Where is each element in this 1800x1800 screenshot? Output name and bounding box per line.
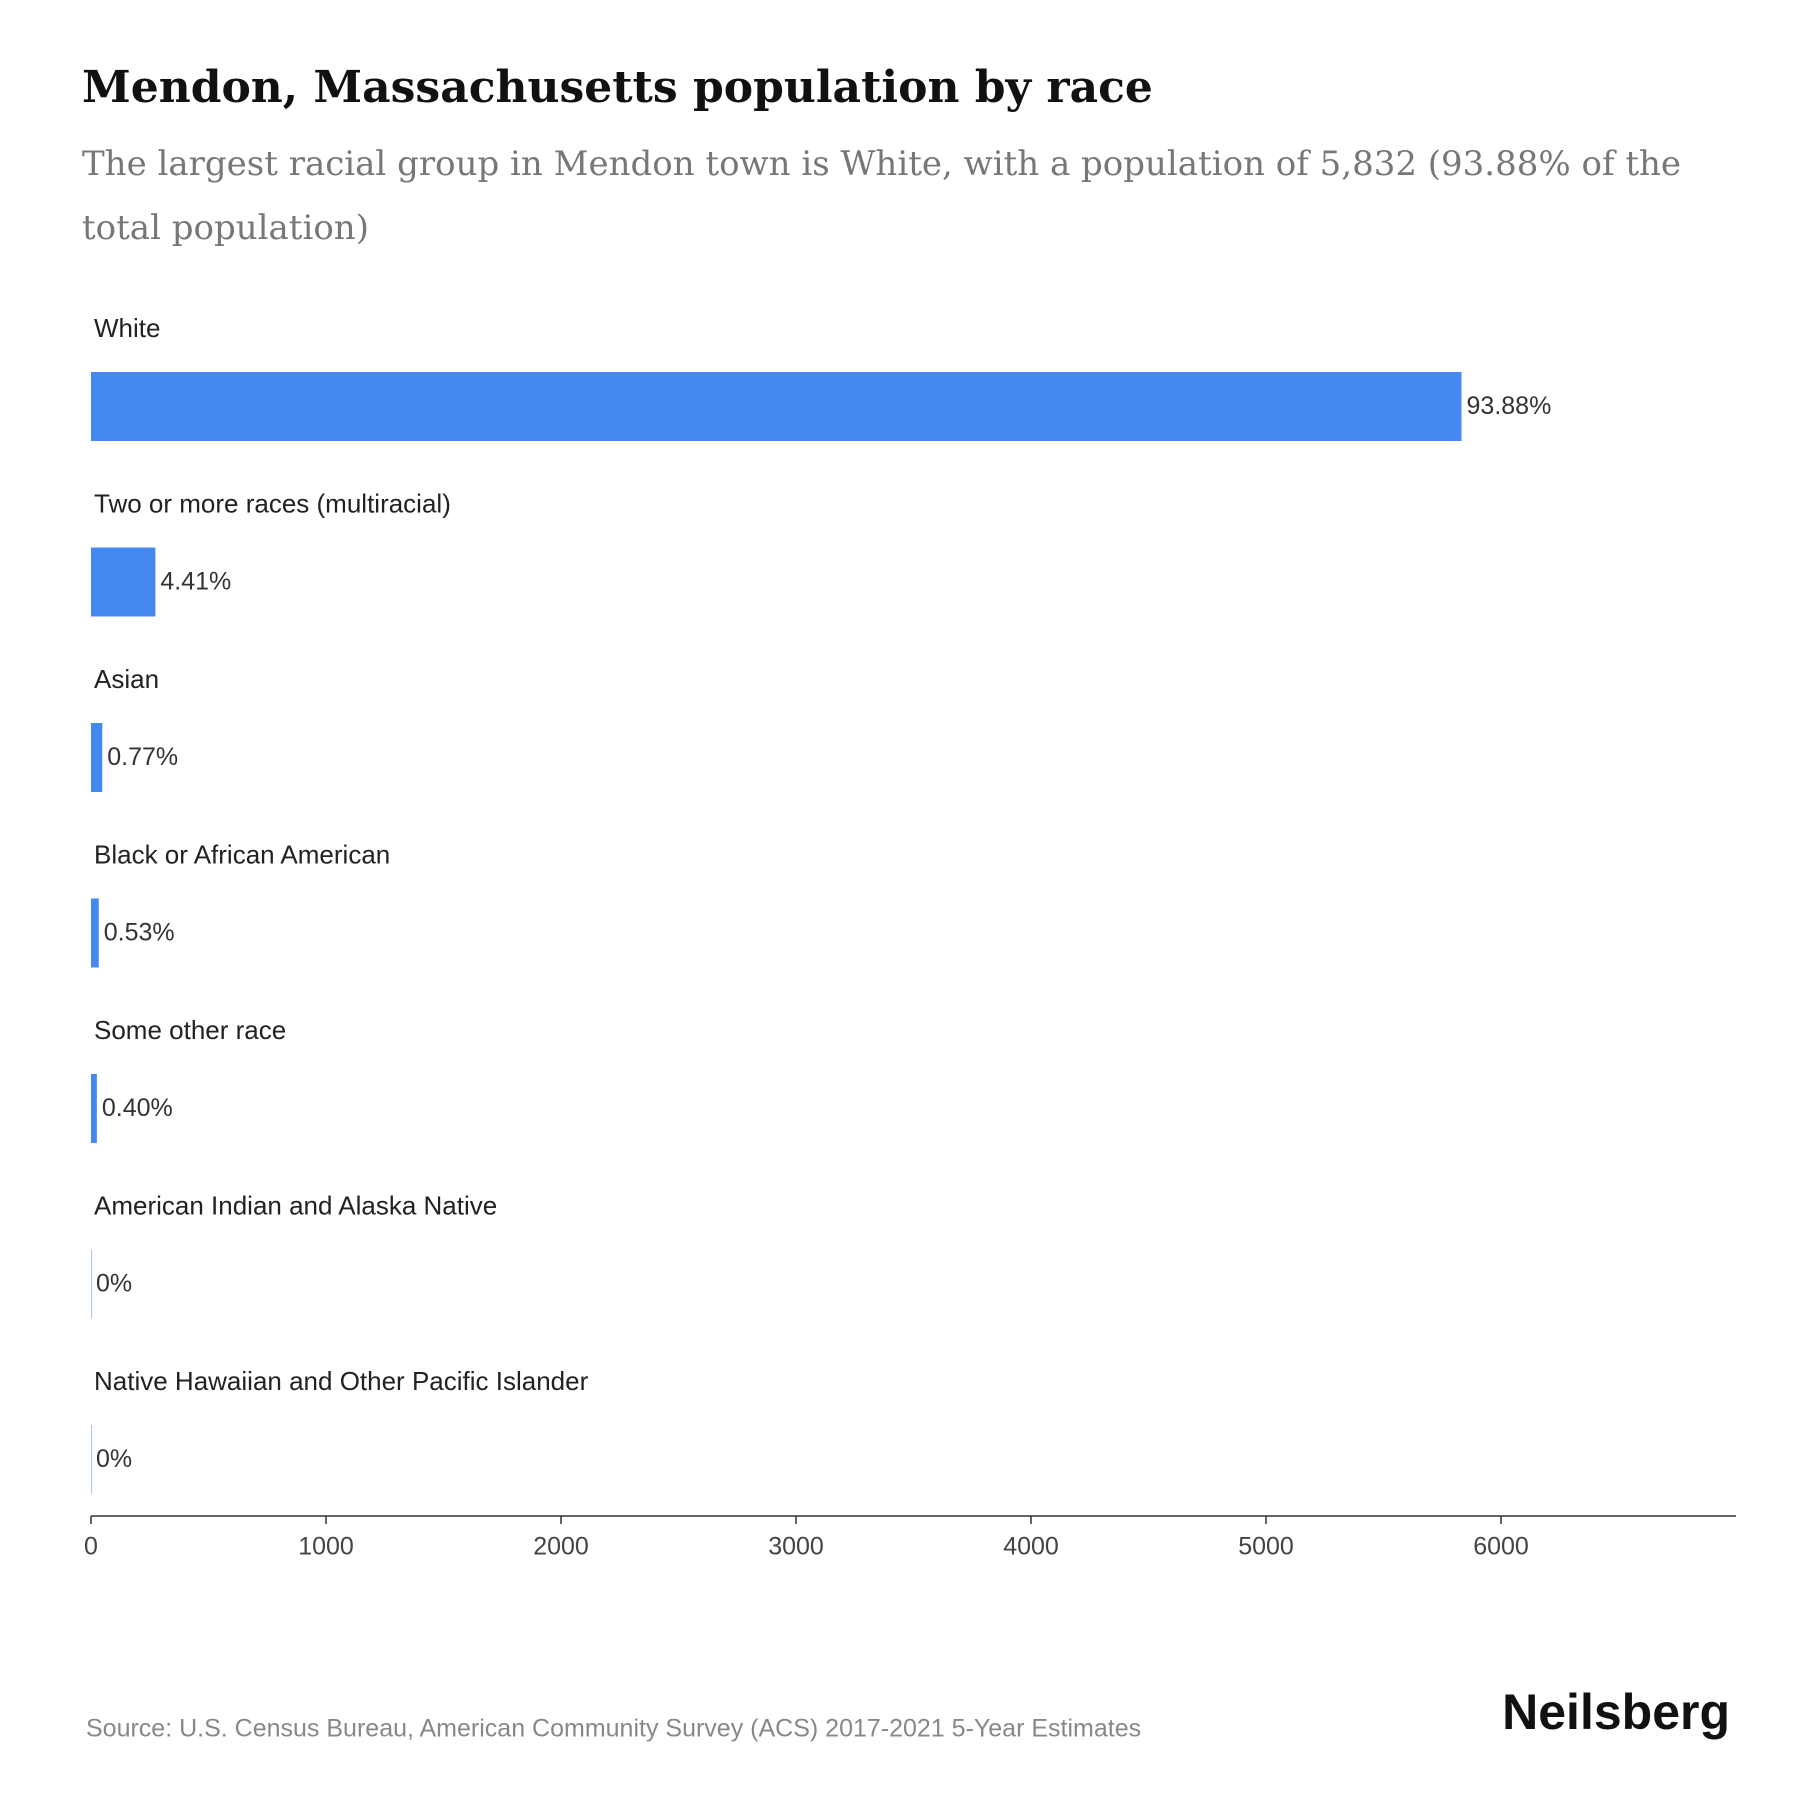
category-label: White bbox=[94, 313, 160, 343]
brand-logo: Neilsberg bbox=[1502, 1684, 1730, 1740]
x-tick-label: 4000 bbox=[1003, 1533, 1059, 1561]
source: Source: U.S. Census Bureau, American Com… bbox=[86, 1715, 1141, 1743]
chart-subtitle: The largest racial group in Mendon town … bbox=[82, 144, 1682, 248]
x-tick-label: 5000 bbox=[1238, 1533, 1294, 1561]
value-label: 0.53% bbox=[104, 919, 175, 947]
category-label: Some other race bbox=[94, 1015, 286, 1045]
bar bbox=[91, 1074, 97, 1143]
category-label: Asian bbox=[94, 664, 159, 694]
category-label: Black or African American bbox=[94, 839, 390, 869]
bar bbox=[91, 898, 99, 968]
value-label: 0.77% bbox=[107, 743, 178, 771]
category-label: American Indian and Alaska Native bbox=[94, 1190, 497, 1220]
x-tick-label: 0 bbox=[84, 1533, 98, 1561]
value-label: 0% bbox=[96, 1445, 132, 1473]
x-tick-label: 2000 bbox=[533, 1533, 589, 1561]
value-label: 0.40% bbox=[102, 1094, 173, 1122]
value-label: 0% bbox=[96, 1270, 132, 1298]
value-label: 4.41% bbox=[160, 568, 231, 596]
category-label: Two or more races (multiracial) bbox=[94, 488, 451, 518]
x-tick-label: 3000 bbox=[768, 1533, 824, 1561]
x-tick-label: 1000 bbox=[298, 1533, 354, 1561]
bar bbox=[91, 372, 1462, 441]
x-tick-label: 6000 bbox=[1473, 1533, 1529, 1561]
bar bbox=[91, 547, 156, 617]
chart-title: Mendon, Massachusetts population by race bbox=[82, 62, 1153, 113]
bar bbox=[91, 1425, 92, 1494]
bar bbox=[91, 723, 103, 792]
bar bbox=[91, 1249, 92, 1319]
value-label: 93.88% bbox=[1467, 392, 1552, 420]
category-label: Native Hawaiian and Other Pacific Island… bbox=[94, 1366, 589, 1396]
